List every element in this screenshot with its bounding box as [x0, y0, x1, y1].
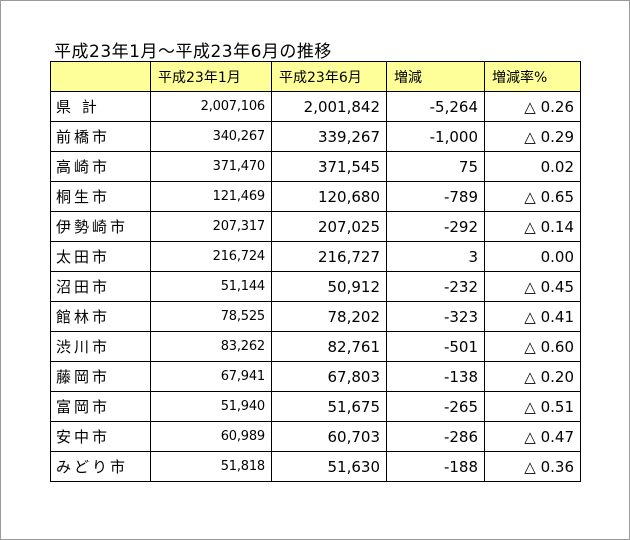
population-table: 平成23年1月 平成23年6月 増減 増減率% 県 計 2,007,106 2,00…	[50, 61, 581, 482]
row-diff-cell: -292	[386, 211, 485, 242]
row-jan-cell: 216,724	[150, 241, 272, 272]
row-diff-cell: -501	[386, 331, 485, 362]
row-name-cell: みどり市	[50, 451, 151, 482]
row-name-cell: 藤岡市	[50, 361, 151, 392]
row-jan-cell: 67,941	[150, 361, 272, 392]
table-row: 沼田市 51,144 50,912 -232 △ 0.45	[50, 271, 581, 302]
row-rate-cell: △ 0.20	[484, 361, 581, 392]
row-diff-cell: -323	[386, 301, 485, 332]
table-row: 桐生市 121,469 120,680 -789 △ 0.65	[50, 181, 581, 212]
table-row: 館林市 78,525 78,202 -323 △ 0.41	[50, 301, 581, 332]
row-rate-cell: △ 0.14	[484, 211, 581, 242]
row-jun-cell: 51,630	[271, 451, 387, 482]
row-name-cell: 伊勢崎市	[50, 211, 151, 242]
row-jun-cell: 339,267	[271, 121, 387, 152]
row-jan-cell: 51,940	[150, 391, 272, 422]
row-jan-cell: 207,317	[150, 211, 272, 242]
table-row: 太田市 216,724 216,727 3 0.00	[50, 241, 581, 272]
row-rate-cell: 0.00	[484, 241, 581, 272]
row-name-cell: 高崎市	[50, 151, 151, 182]
row-jun-cell: 67,803	[271, 361, 387, 392]
header-jun: 平成23年6月	[271, 61, 387, 92]
row-diff-cell: 3	[386, 241, 485, 272]
row-rate-cell: 0.02	[484, 151, 581, 182]
row-diff-cell: -188	[386, 451, 485, 482]
table-header-row: 平成23年1月 平成23年6月 増減 増減率%	[50, 61, 581, 92]
row-jun-cell: 78,202	[271, 301, 387, 332]
row-jan-cell: 340,267	[150, 121, 272, 152]
row-jan-cell: 121,469	[150, 181, 272, 212]
row-name-cell: 太田市	[50, 241, 151, 272]
row-diff-cell: -232	[386, 271, 485, 302]
row-name-cell: 安中市	[50, 421, 151, 452]
row-rate-cell: △ 0.60	[484, 331, 581, 362]
row-diff-cell: -286	[386, 421, 485, 452]
table-row: 高崎市 371,470 371,545 75 0.02	[50, 151, 581, 182]
row-jun-cell: 120,680	[271, 181, 387, 212]
row-diff-cell: 75	[386, 151, 485, 182]
table-row: 前橋市 340,267 339,267 -1,000 △ 0.29	[50, 121, 581, 152]
header-blank	[50, 61, 151, 92]
row-jun-cell: 2,001,842	[271, 91, 387, 122]
row-jan-cell: 51,818	[150, 451, 272, 482]
row-jun-cell: 371,545	[271, 151, 387, 182]
table-row: みどり市 51,818 51,630 -188 △ 0.36	[50, 451, 581, 482]
row-jun-cell: 216,727	[271, 241, 387, 272]
header-jan: 平成23年1月	[150, 61, 272, 92]
row-diff-cell: -789	[386, 181, 485, 212]
table-row: 県 計 2,007,106 2,001,842 -5,264 △ 0.26	[50, 91, 581, 122]
row-name-cell: 桐生市	[50, 181, 151, 212]
row-diff-cell: -5,264	[386, 91, 485, 122]
table-row: 安中市 60,989 60,703 -286 △ 0.47	[50, 421, 581, 452]
row-rate-cell: △ 0.36	[484, 451, 581, 482]
table-row: 伊勢崎市 207,317 207,025 -292 △ 0.14	[50, 211, 581, 242]
row-rate-cell: △ 0.29	[484, 121, 581, 152]
table-row: 富岡市 51,940 51,675 -265 △ 0.51	[50, 391, 581, 422]
header-diff: 増減	[386, 61, 485, 92]
table-row: 渋川市 83,262 82,761 -501 △ 0.60	[50, 331, 581, 362]
row-jan-cell: 51,144	[150, 271, 272, 302]
row-jan-cell: 2,007,106	[150, 91, 272, 122]
table-row: 藤岡市 67,941 67,803 -138 △ 0.20	[50, 361, 581, 392]
row-jun-cell: 60,703	[271, 421, 387, 452]
row-rate-cell: △ 0.26	[484, 91, 581, 122]
row-jun-cell: 50,912	[271, 271, 387, 302]
row-jun-cell: 82,761	[271, 331, 387, 362]
row-name-cell: 沼田市	[50, 271, 151, 302]
page-title: 平成23年1月～平成23年6月の推移	[54, 42, 332, 62]
row-jan-cell: 371,470	[150, 151, 272, 182]
row-rate-cell: △ 0.65	[484, 181, 581, 212]
row-jan-cell: 60,989	[150, 421, 272, 452]
row-rate-cell: △ 0.51	[484, 391, 581, 422]
row-diff-cell: -138	[386, 361, 485, 392]
row-jan-cell: 78,525	[150, 301, 272, 332]
row-jun-cell: 51,675	[271, 391, 387, 422]
row-jan-cell: 83,262	[150, 331, 272, 362]
row-jun-cell: 207,025	[271, 211, 387, 242]
row-rate-cell: △ 0.47	[484, 421, 581, 452]
row-name-cell: 渋川市	[50, 331, 151, 362]
row-name-cell: 富岡市	[50, 391, 151, 422]
row-name-cell: 前橋市	[50, 121, 151, 152]
row-name-cell: 館林市	[50, 301, 151, 332]
row-diff-cell: -265	[386, 391, 485, 422]
row-rate-cell: △ 0.45	[484, 271, 581, 302]
row-rate-cell: △ 0.41	[484, 301, 581, 332]
row-diff-cell: -1,000	[386, 121, 485, 152]
header-rate: 増減率%	[484, 61, 581, 92]
row-name-cell: 県 計	[50, 91, 151, 122]
